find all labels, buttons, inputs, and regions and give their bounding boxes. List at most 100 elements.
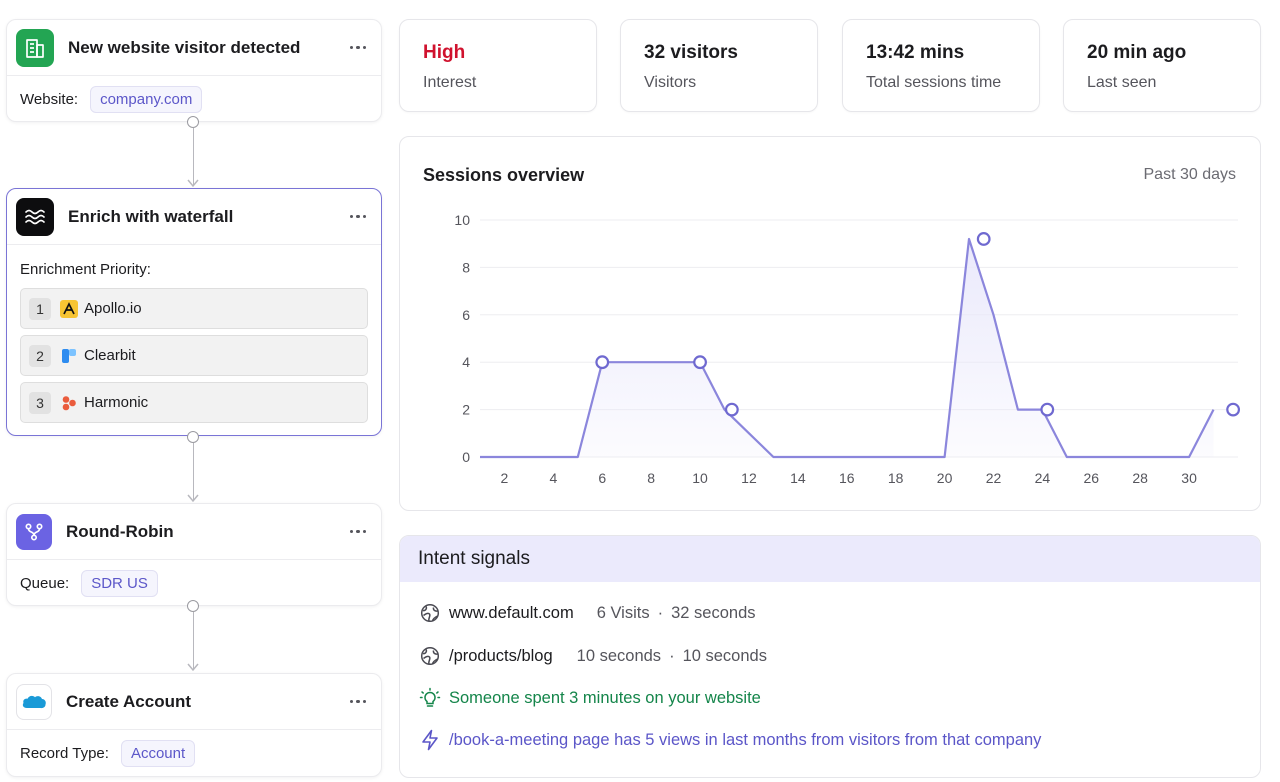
x-tick-label: 14 bbox=[790, 470, 806, 486]
record-type-pill[interactable]: Account bbox=[120, 739, 196, 767]
provider-item[interactable]: 1 Apollo.io bbox=[20, 288, 368, 329]
x-tick-label: 6 bbox=[598, 470, 606, 486]
workflow-step-create-account[interactable]: Create Account Record Type: Account bbox=[6, 673, 382, 777]
website-pill[interactable]: company.com bbox=[90, 85, 203, 113]
waves-icon bbox=[16, 197, 54, 236]
x-tick-label: 12 bbox=[741, 470, 757, 486]
x-tick-label: 4 bbox=[549, 470, 557, 486]
workflow-step-enrich[interactable]: Enrich with waterfall Enrichment Priorit… bbox=[6, 188, 382, 436]
separator-dot: · bbox=[657, 603, 664, 622]
stat-session-time: 13:42 mins Total sessions time bbox=[842, 19, 1040, 112]
more-options-icon[interactable] bbox=[347, 206, 369, 228]
data-point bbox=[693, 355, 707, 370]
stat-value: 20 min ago bbox=[1087, 42, 1187, 63]
lightning-icon bbox=[419, 729, 441, 751]
x-tick-label: 22 bbox=[986, 470, 1002, 486]
more-options-icon[interactable] bbox=[347, 37, 369, 59]
provider-rank: 3 bbox=[29, 391, 51, 414]
arrow-down-icon bbox=[187, 494, 199, 503]
stat-label: Total sessions time bbox=[866, 74, 1002, 91]
page-path: www.default.com bbox=[449, 603, 574, 622]
panel-title: Sessions overview bbox=[423, 165, 585, 185]
step-title: Round-Robin bbox=[66, 521, 174, 541]
sessions-overview-panel: Sessions overview Past 30 days 0 2 4 6 8 10 2 4… bbox=[399, 136, 1261, 511]
branch-icon bbox=[16, 513, 52, 550]
card-header: New website visitor detected bbox=[7, 20, 381, 76]
more-options-icon[interactable] bbox=[347, 521, 369, 543]
x-tick-label: 10 bbox=[692, 470, 708, 486]
card-field: Record Type: Account bbox=[7, 730, 381, 776]
step-title: New website visitor detected bbox=[68, 37, 301, 57]
stat-value: 32 visitors bbox=[644, 42, 738, 63]
y-tick-label: 6 bbox=[462, 307, 470, 323]
step-title: Create Account bbox=[66, 691, 192, 711]
visit-count: 6 Visits bbox=[596, 603, 650, 622]
workflow-step-visitor[interactable]: New website visitor detected Website: co… bbox=[6, 19, 382, 122]
harmonic-icon bbox=[60, 394, 78, 412]
x-tick-label: 30 bbox=[1181, 470, 1197, 486]
data-point bbox=[595, 355, 610, 370]
intent-signals-panel: Intent signals www.default.com 6 Visits … bbox=[399, 535, 1261, 778]
globe-icon bbox=[419, 602, 441, 624]
provider-name: Harmonic bbox=[84, 394, 149, 411]
data-point bbox=[976, 232, 991, 246]
time-spent: 10 seconds bbox=[682, 646, 767, 665]
signal-row[interactable]: www.default.com 6 Visits · 32 seconds bbox=[419, 602, 756, 624]
provider-rank: 1 bbox=[29, 297, 51, 320]
separator-dot: · bbox=[669, 646, 675, 665]
alert-text: /book-a-meeting page has 5 views in last… bbox=[449, 730, 1042, 749]
lightbulb-icon bbox=[419, 687, 441, 709]
date-range-label[interactable]: Past 30 days bbox=[1143, 166, 1237, 183]
x-tick-label: 18 bbox=[888, 470, 904, 486]
panel-header: Intent signals bbox=[400, 536, 1260, 582]
data-point bbox=[1040, 402, 1055, 417]
data-point bbox=[724, 402, 739, 417]
stat-label: Interest bbox=[423, 74, 477, 91]
y-tick-label: 2 bbox=[462, 402, 470, 418]
stat-value: 13:42 mins bbox=[866, 42, 965, 63]
stat-last-seen: 20 min ago Last seen bbox=[1063, 19, 1261, 112]
stat-label: Visitors bbox=[644, 74, 697, 91]
card-header: Round-Robin bbox=[7, 504, 381, 560]
time-spent: 32 seconds bbox=[671, 603, 756, 622]
provider-rank: 2 bbox=[29, 344, 51, 367]
step-title: Enrich with waterfall bbox=[68, 206, 234, 226]
insight-text: Someone spent 3 minutes on your website bbox=[449, 688, 761, 707]
arrow-down-icon bbox=[187, 179, 199, 188]
globe-icon bbox=[419, 645, 441, 667]
stat-interest: High Interest bbox=[399, 19, 597, 112]
arrow-down-icon bbox=[187, 663, 199, 672]
x-tick-label: 8 bbox=[647, 470, 655, 486]
x-tick-label: 2 bbox=[501, 470, 509, 486]
stat-value: High bbox=[423, 42, 466, 63]
enrichment-priority-label: Enrichment Priority: bbox=[20, 261, 151, 278]
queue-pill[interactable]: SDR US bbox=[81, 569, 158, 597]
y-tick-label: 10 bbox=[454, 212, 470, 228]
more-options-icon[interactable] bbox=[347, 691, 369, 713]
alert-row[interactable]: /book-a-meeting page has 5 views in last… bbox=[419, 729, 1041, 751]
stat-visitors: 32 visitors Visitors bbox=[620, 19, 818, 112]
workflow-step-round-robin[interactable]: Round-Robin Queue: SDR US bbox=[6, 503, 382, 606]
apollo-icon bbox=[60, 299, 78, 318]
x-tick-label: 28 bbox=[1132, 470, 1148, 486]
signal-row[interactable]: /products/blog 10 seconds · 10 seconds bbox=[419, 645, 767, 667]
provider-item[interactable]: 3 Harmonic bbox=[20, 382, 368, 423]
y-tick-label: 8 bbox=[462, 259, 470, 275]
x-tick-label: 24 bbox=[1035, 470, 1051, 486]
field-label: Record Type: bbox=[20, 744, 109, 762]
card-header: Create Account bbox=[7, 674, 381, 730]
y-tick-label: 0 bbox=[462, 449, 470, 465]
card-field: Queue: SDR US bbox=[7, 560, 381, 606]
data-point bbox=[1226, 402, 1241, 417]
provider-name: Clearbit bbox=[84, 347, 136, 364]
clearbit-icon bbox=[60, 347, 78, 365]
salesforce-icon bbox=[16, 683, 52, 720]
card-field: Website: company.com bbox=[7, 76, 381, 122]
x-tick-label: 26 bbox=[1084, 470, 1100, 486]
provider-item[interactable]: 2 Clearbit bbox=[20, 335, 368, 376]
x-tick-label: 16 bbox=[839, 470, 855, 486]
field-label: Queue: bbox=[20, 574, 70, 592]
x-tick-label: 20 bbox=[937, 470, 953, 486]
building-icon bbox=[16, 28, 54, 67]
